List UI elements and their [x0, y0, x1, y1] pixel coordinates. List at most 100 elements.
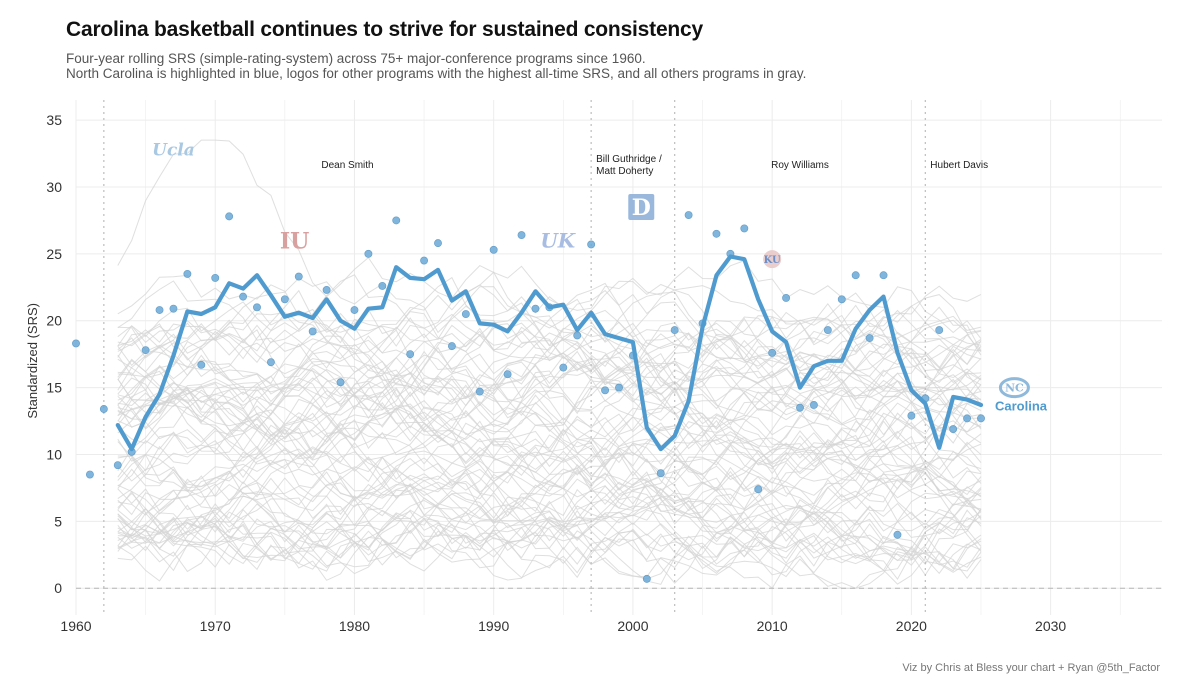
season-point	[615, 383, 623, 392]
x-tick-label: 2010	[757, 618, 788, 634]
carolina-line	[115, 254, 984, 452]
season-point	[364, 249, 373, 258]
program-line	[117, 443, 982, 529]
program-line	[117, 326, 982, 395]
program-line	[117, 435, 982, 538]
program-line	[117, 370, 982, 464]
program-line	[117, 416, 982, 524]
program-line	[117, 365, 982, 465]
season-point	[85, 470, 94, 479]
y-axis-label: Standardized (SRS)	[25, 303, 40, 419]
season-point	[447, 342, 456, 351]
program-line	[117, 412, 982, 507]
program-line	[117, 292, 982, 411]
program-line	[117, 276, 982, 369]
program-line	[117, 505, 982, 579]
program-line	[117, 277, 982, 384]
season-point	[197, 360, 206, 369]
season-point	[963, 414, 972, 423]
season-point	[461, 310, 470, 318]
season-point	[350, 306, 359, 314]
program-line	[117, 471, 982, 581]
season-point	[294, 272, 303, 281]
era-label: Hubert Davis	[930, 160, 988, 171]
season-point	[893, 530, 902, 539]
x-tick-label: 2000	[617, 618, 648, 634]
indiana-logo: IU	[280, 228, 309, 254]
season-point	[796, 403, 804, 412]
program-line	[117, 340, 982, 447]
x-tick-label: 1990	[478, 618, 509, 634]
program-line	[117, 329, 982, 444]
duke-logo: D	[632, 195, 651, 221]
kansas-logo: KU	[764, 255, 781, 266]
season-point	[99, 405, 108, 413]
era-label-line2: Matt Doherty	[596, 166, 653, 177]
y-tick-label: 10	[46, 446, 62, 462]
program-line	[117, 456, 982, 566]
season-point	[740, 224, 749, 233]
y-tick-label: 5	[54, 513, 62, 529]
axis-ticks: 0 5 10 15 20 25 30 35 1960 1970 1980 1990 2000 2010 20…	[46, 112, 1066, 634]
season-point	[392, 216, 401, 225]
season-point	[378, 281, 387, 290]
program-line	[117, 360, 982, 449]
y-tick-label: 20	[46, 313, 62, 329]
kentucky-logo: UK	[540, 228, 576, 252]
season-point	[336, 378, 345, 387]
program-line	[117, 285, 982, 391]
x-tick-label: 1970	[200, 618, 231, 634]
season-point	[183, 269, 192, 278]
season-point	[322, 285, 331, 294]
program-line	[117, 405, 982, 510]
background-program-lines	[117, 139, 982, 589]
program-line	[117, 453, 982, 549]
subtitle-line-2: North Carolina is highlighted in blue, l…	[66, 66, 807, 81]
season-point	[573, 331, 582, 340]
program-line	[117, 427, 982, 515]
program-line	[117, 380, 982, 515]
season-point	[935, 326, 944, 335]
program-line	[117, 289, 982, 382]
program-line	[117, 347, 982, 452]
program-line	[117, 139, 982, 340]
season-point	[155, 306, 164, 314]
season-point	[141, 346, 150, 355]
season-point	[754, 485, 763, 494]
program-line	[117, 305, 982, 378]
era-label: Roy Williams	[771, 160, 829, 171]
y-tick-label: 35	[46, 112, 62, 128]
season-point	[670, 326, 679, 335]
season-point	[239, 292, 248, 301]
program-logos: Ucla IU UK D KU NC	[152, 140, 1030, 399]
season-point	[266, 358, 275, 367]
season-point	[865, 334, 874, 343]
season-point	[823, 326, 832, 335]
program-line	[117, 385, 982, 498]
program-line	[117, 367, 982, 464]
season-point	[113, 461, 122, 470]
program-line	[117, 372, 982, 471]
season-point	[601, 386, 610, 395]
program-line	[117, 378, 982, 465]
season-point	[559, 363, 568, 372]
season-point	[809, 401, 818, 409]
season-point	[907, 411, 916, 420]
program-line	[117, 459, 982, 559]
program-line	[117, 322, 982, 397]
program-line	[117, 503, 982, 589]
program-line	[117, 301, 982, 378]
season-point	[420, 256, 429, 265]
x-tick-label: 2030	[1035, 618, 1066, 634]
season-point	[656, 469, 665, 478]
carolina-label: Carolina	[995, 398, 1048, 413]
season-point	[949, 425, 958, 434]
program-line	[117, 482, 982, 585]
season-point	[684, 211, 693, 219]
unc-logo-ring	[998, 377, 1030, 399]
program-line	[117, 488, 982, 566]
x-tick-label: 2020	[896, 618, 927, 634]
y-tick-label: 0	[54, 580, 62, 596]
season-point	[517, 231, 526, 240]
